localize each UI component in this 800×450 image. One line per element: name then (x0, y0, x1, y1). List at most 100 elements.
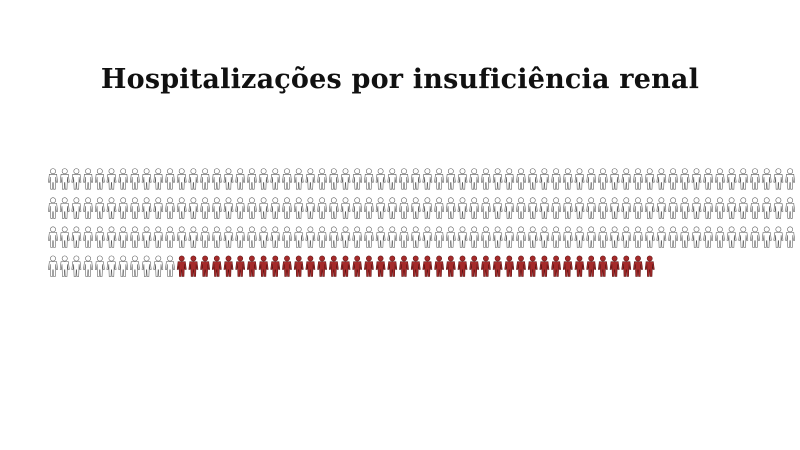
person-icon (200, 197, 211, 219)
person-icon-highlighted (235, 255, 246, 277)
person-icon (293, 197, 304, 219)
person-icon (165, 226, 175, 248)
person-icon (94, 168, 105, 190)
person-icon (609, 226, 620, 248)
person-icon (270, 197, 281, 219)
person-icon (422, 168, 433, 190)
person-icon (94, 255, 105, 277)
person-icon-highlighted (258, 255, 269, 277)
person-icon-highlighted (621, 255, 632, 277)
person-icon (714, 197, 725, 219)
person-icon-highlighted (633, 255, 643, 277)
person-icon-highlighted (363, 255, 374, 277)
person-icon (223, 226, 234, 248)
person-icon-highlighted (399, 255, 409, 277)
person-icon (504, 197, 515, 219)
person-icon (129, 226, 140, 248)
person-icon (586, 197, 597, 219)
person-icon (363, 226, 374, 248)
person-icon (527, 226, 538, 248)
person-icon (539, 226, 550, 248)
person-icon (258, 226, 269, 248)
person-icon (352, 226, 363, 248)
person-icon (656, 226, 667, 248)
person-icon (317, 197, 328, 219)
person-icon-highlighted (305, 255, 316, 277)
person-icon (504, 226, 515, 248)
person-icon-highlighted (387, 255, 398, 277)
person-icon-highlighted (246, 255, 257, 277)
person-icon (211, 168, 222, 190)
person-icon (469, 197, 480, 219)
person-icon (165, 168, 175, 190)
person-icon (586, 168, 597, 190)
person-icon (480, 168, 491, 190)
person-icon (363, 197, 374, 219)
person-icon (750, 226, 760, 248)
person-icon (644, 226, 655, 248)
person-icon (445, 226, 456, 248)
person-icon-highlighted (293, 255, 304, 277)
person-icon (668, 168, 679, 190)
person-icon (363, 168, 374, 190)
person-icon (738, 226, 749, 248)
person-icon-highlighted (410, 255, 421, 277)
person-icon (282, 197, 292, 219)
person-icon (434, 168, 445, 190)
person-icon (387, 168, 398, 190)
person-icon-highlighted (340, 255, 351, 277)
person-icon (668, 197, 679, 219)
person-icon (679, 168, 690, 190)
person-icon-highlighted (434, 255, 445, 277)
person-icon (527, 168, 538, 190)
person-icon (176, 168, 187, 190)
person-icon (258, 197, 269, 219)
person-icon-highlighted (562, 255, 573, 277)
person-icon (176, 197, 187, 219)
person-icon (328, 168, 339, 190)
person-icon (118, 168, 129, 190)
person-icon (387, 197, 398, 219)
person-icon (644, 168, 655, 190)
person-icon (328, 226, 339, 248)
person-icon-highlighted (223, 255, 234, 277)
person-icon (726, 226, 737, 248)
person-icon (106, 255, 117, 277)
person-icon (305, 168, 316, 190)
person-icon-highlighted (551, 255, 562, 277)
person-icon (785, 226, 796, 248)
person-icon (562, 226, 573, 248)
person-icon (235, 197, 246, 219)
person-icon-highlighted (539, 255, 550, 277)
person-icon (153, 168, 164, 190)
person-icon (153, 255, 164, 277)
person-icon-highlighted (282, 255, 292, 277)
person-icon (785, 197, 796, 219)
person-icon (317, 226, 328, 248)
person-icon (445, 197, 456, 219)
person-icon (621, 197, 632, 219)
person-icon (586, 226, 597, 248)
person-icon (691, 197, 702, 219)
person-icon (399, 168, 409, 190)
person-icon (106, 168, 117, 190)
person-icon-highlighted (422, 255, 433, 277)
person-icon (83, 255, 94, 277)
person-icon (469, 226, 480, 248)
person-icon (153, 197, 164, 219)
person-icon (141, 197, 152, 219)
person-icon (492, 168, 503, 190)
person-icon-highlighted (457, 255, 468, 277)
person-icon (387, 226, 398, 248)
pictogram-icons (48, 168, 796, 277)
person-icon (422, 226, 433, 248)
person-icon-highlighted (504, 255, 515, 277)
person-icon (551, 168, 562, 190)
person-icon (340, 197, 351, 219)
person-icon-highlighted (200, 255, 211, 277)
person-icon (574, 168, 585, 190)
person-icon (94, 197, 105, 219)
person-icon (691, 168, 702, 190)
person-icon (480, 226, 491, 248)
person-icon (340, 168, 351, 190)
